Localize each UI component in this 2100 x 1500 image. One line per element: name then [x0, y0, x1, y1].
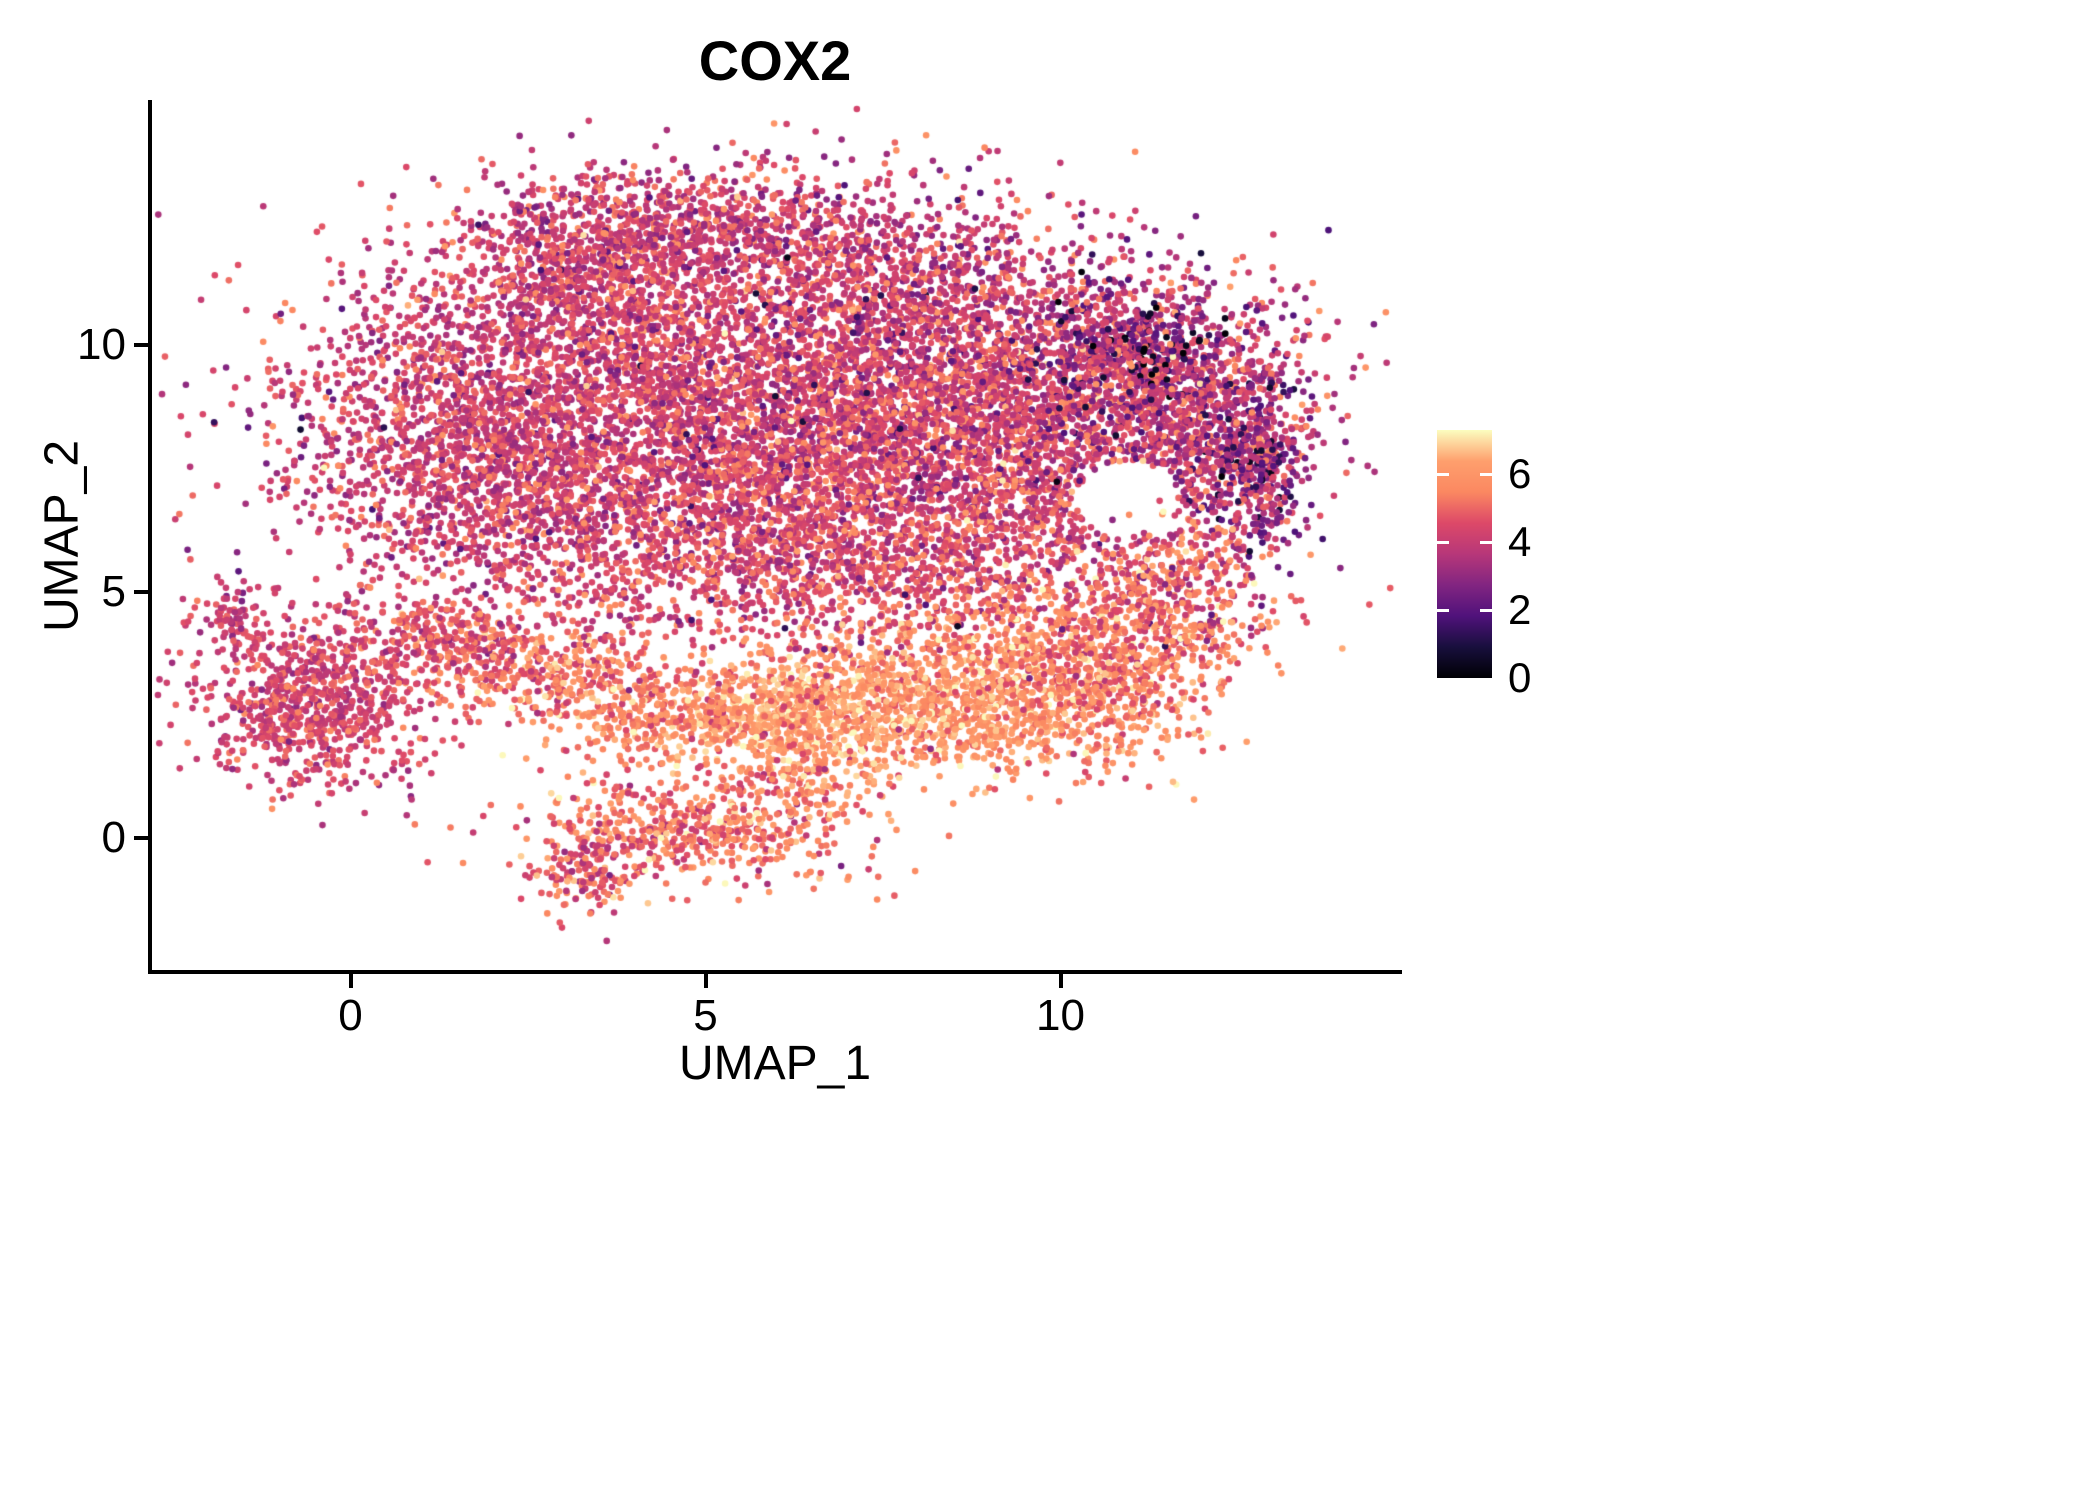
- y-tick-mark: [134, 343, 148, 347]
- x-axis-title: UMAP_1: [678, 1037, 872, 1090]
- colorbar-tick-label: 6: [1508, 450, 1532, 498]
- x-tick-label: 10: [1036, 991, 1085, 1040]
- x-axis-line: [148, 970, 1402, 974]
- colorbar-tick-notch: [1437, 472, 1449, 476]
- colorbar-tick-notch: [1480, 472, 1492, 476]
- colorbar-tick-label: 4: [1508, 518, 1532, 566]
- x-tick-mark: [348, 974, 353, 988]
- x-tick-mark: [1058, 974, 1063, 988]
- colorbar-tick-label: 2: [1508, 586, 1532, 634]
- colorbar-tick-notch: [1480, 540, 1492, 544]
- y-axis-line: [148, 100, 152, 974]
- x-tick-label: 5: [693, 991, 718, 1040]
- colorbar-tick-notch: [1437, 608, 1449, 612]
- expression-colorbar: [1437, 430, 1492, 678]
- x-tick-label: 0: [338, 991, 363, 1040]
- colorbar-tick-notch: [1437, 540, 1449, 544]
- x-tick-mark: [703, 974, 708, 988]
- y-tick-mark: [134, 589, 148, 594]
- y-axis-title: UMAP_2: [35, 439, 89, 633]
- y-tick-mark: [134, 836, 148, 840]
- y-tick-label: 10: [77, 320, 126, 369]
- colorbar-tick-label: 0: [1508, 654, 1532, 701]
- y-tick-label: 0: [101, 813, 126, 862]
- y-tick-label: 5: [101, 566, 126, 616]
- plot-title: COX2: [698, 29, 852, 92]
- colorbar-tick-notch: [1480, 608, 1492, 612]
